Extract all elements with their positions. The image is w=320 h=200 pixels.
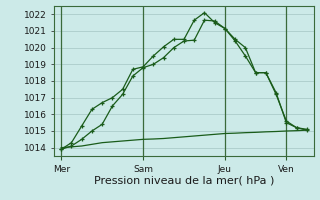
X-axis label: Pression niveau de la mer( hPa ): Pression niveau de la mer( hPa ) (94, 175, 274, 185)
